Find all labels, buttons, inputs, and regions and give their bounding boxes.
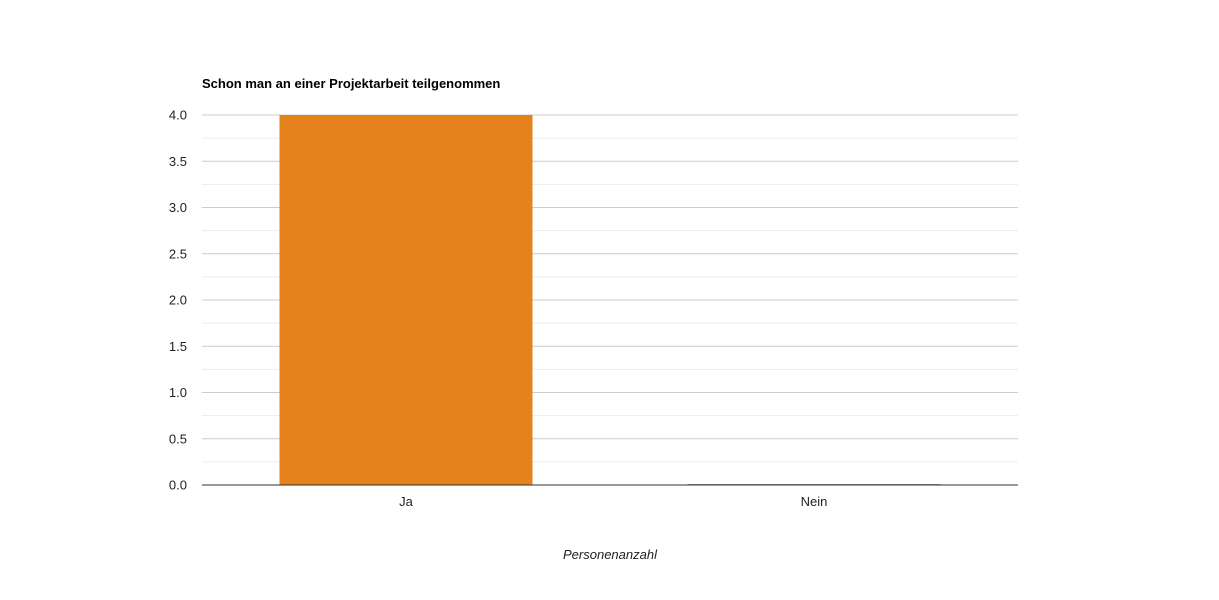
x-tick-label: Nein bbox=[801, 494, 828, 509]
bar-ja bbox=[279, 115, 533, 485]
x-axis-label: Personenanzahl bbox=[563, 547, 658, 562]
y-tick-label: 1.5 bbox=[169, 339, 187, 354]
bars bbox=[279, 115, 941, 485]
y-tick-label: 2.0 bbox=[169, 293, 187, 308]
y-tick-label: 0.5 bbox=[169, 431, 187, 446]
x-axis-tick-labels: Ja Nein bbox=[399, 494, 827, 509]
y-tick-label: 2.5 bbox=[169, 246, 187, 261]
x-tick-label: Ja bbox=[399, 494, 414, 509]
y-tick-label: 4.0 bbox=[169, 108, 187, 123]
y-tick-label: 1.0 bbox=[169, 385, 187, 400]
y-tick-label: 3.5 bbox=[169, 154, 187, 169]
y-axis-tick-labels: 0.0 0.5 1.0 1.5 2.0 2.5 3.0 3.5 4.0 bbox=[169, 108, 187, 493]
chart-title: Schon man an einer Projektarbeit teilgen… bbox=[202, 76, 500, 91]
y-tick-label: 3.0 bbox=[169, 200, 187, 215]
y-tick-label: 0.0 bbox=[169, 478, 187, 493]
